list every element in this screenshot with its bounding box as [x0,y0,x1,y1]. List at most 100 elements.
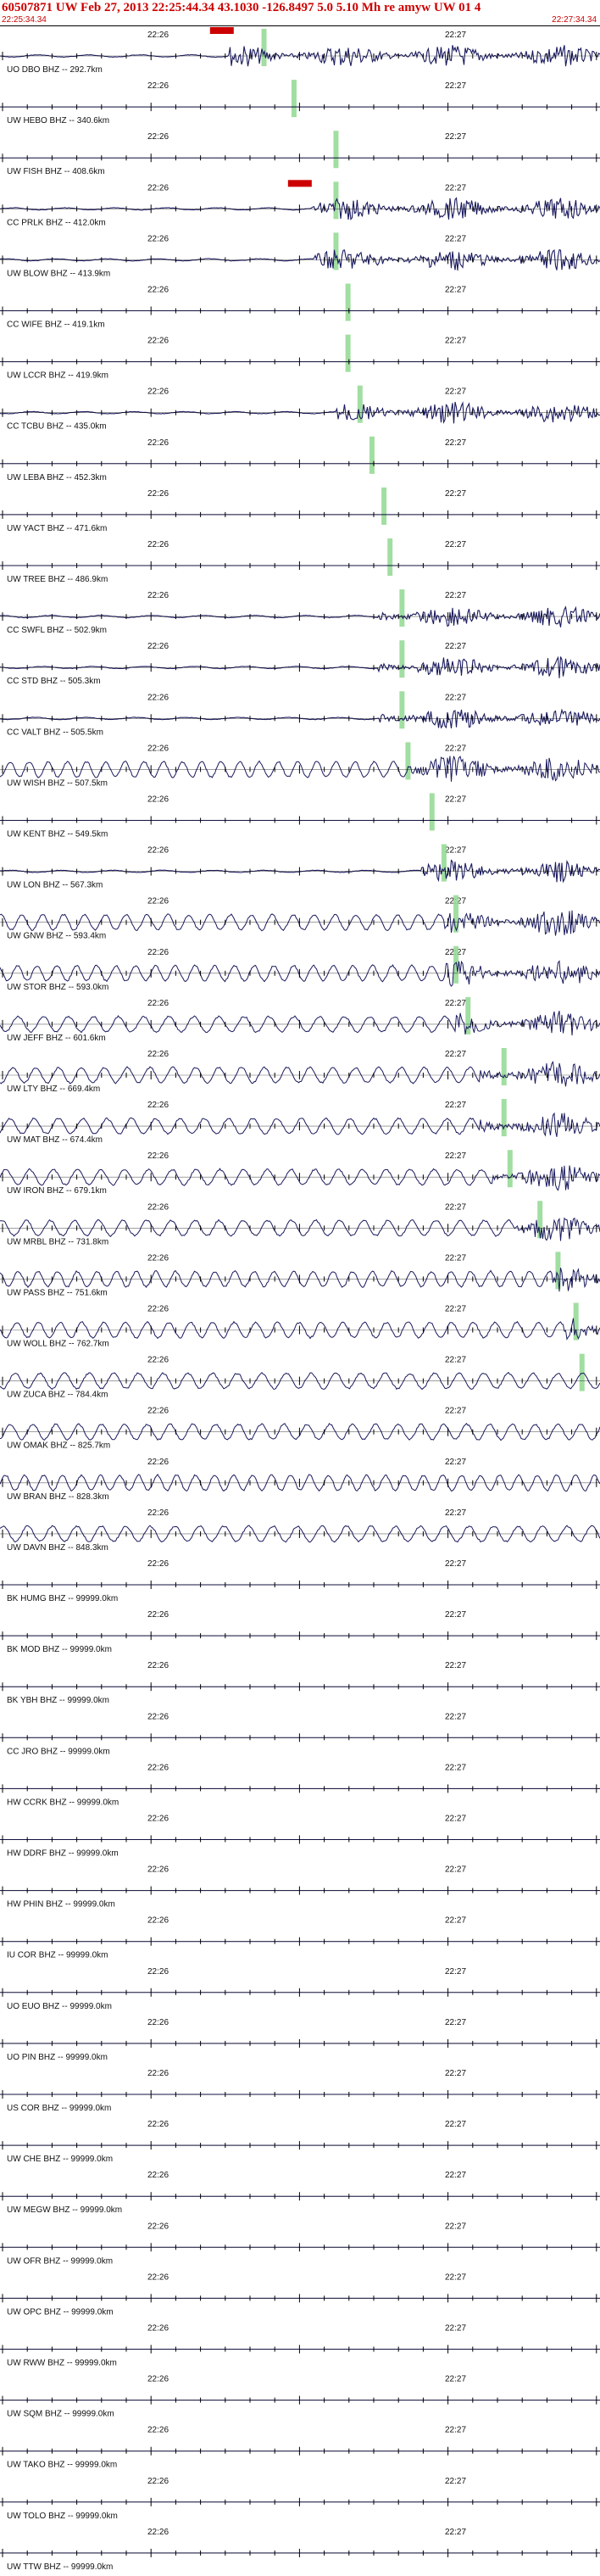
station-row: 22:26 22:27 UW ZUCA BHZ -- 784.4km [0,1353,600,1400]
time-axis [0,1427,600,1436]
station-label: HW CCRK BHZ -- 99999.0km [7,1798,119,1807]
station-label: UO EUO BHZ -- 99999.0km [7,2002,112,2011]
station-row: 22:26 22:27 UW TTW BHZ -- 99999.0km [0,2528,600,2572]
time-axis [0,2192,600,2201]
station-label: UW SQM BHZ -- 99999.0km [7,2410,114,2419]
time-tick-label: 22:26 [147,1610,169,1620]
station-row: 22:26 22:27 CC JRO BHZ -- 99999.0km [0,1712,600,1756]
station-label: UW TREE BHZ -- 486.9km [7,575,108,584]
time-tick-label: 22:26 [147,2171,169,2180]
seismic-trace [0,1318,600,1341]
time-axis [0,1631,600,1641]
station-row: 22:26 22:27 UW HEBO BHZ -- 340.6km [0,80,600,125]
station-row: 22:26 22:27 UW OMAK BHZ -- 825.7km [0,1407,600,1451]
phase-pick-marker [333,232,339,270]
station-row: 22:26 22:27 BK MOD BHZ -- 99999.0km [0,1610,600,1654]
time-tick-label: 22:26 [147,1050,169,1059]
phase-pick-marker [537,1201,543,1239]
phase-pick-marker [399,691,405,729]
station-row: 22:26 22:27 UW CHE BHZ -- 99999.0km [0,2120,600,2164]
time-axis [0,2090,600,2099]
phase-pick-marker [555,1252,561,1290]
time-tick-label: 22:27 [445,1610,466,1620]
time-axis [0,2141,600,2150]
time-tick-label: 22:26 [147,31,169,40]
time-axis [0,2345,600,2354]
time-axis [0,1581,600,1589]
station-label: UW CHE BHZ -- 99999.0km [7,2155,113,2164]
time-axis [0,408,600,417]
station-label: US COR BHZ -- 99999.0km [7,2104,111,2113]
phase-pick-marker [573,1302,579,1341]
station-label: UW IRON BHZ -- 679.1km [7,1186,107,1196]
seismic-trace [0,708,600,729]
station-row: 22:26 22:27 CC VALT BHZ -- 505.5km [0,691,600,737]
station-label: CC SWFL BHZ -- 502.9km [7,626,107,635]
start-time: 22:25:34.34 [2,15,47,25]
phase-pick-marker [261,29,267,66]
station-label: UW FISH BHZ -- 408.6km [7,167,105,176]
time-tick-label: 22:26 [147,2324,169,2333]
station-row: 22:26 22:27 UW LCCR BHZ -- 419.9km [0,334,600,381]
station-row: 22:26 22:27 UW TAKO BHZ -- 99999.0km [0,2426,600,2470]
time-tick-label: 22:26 [147,2528,169,2537]
time-tick-label: 22:26 [147,897,169,906]
station-label: BK HUMG BHZ -- 99999.0km [7,1594,118,1603]
seismic-trace [0,1010,600,1036]
time-axis [0,867,600,876]
time-axis [0,2243,600,2252]
station-row: 22:26 22:27 UW TREE BHZ -- 486.9km [0,538,600,584]
time-axis [0,255,600,265]
station-row: 22:26 22:27 BK HUMG BHZ -- 99999.0km [0,1559,600,1603]
time-tick-label: 22:27 [445,1050,466,1059]
station-label: UW KENT BHZ -- 549.5km [7,830,108,839]
time-tick-label: 22:27 [445,1253,466,1263]
time-tick-label: 22:27 [445,1967,466,1977]
station-row: 22:26 22:27 UW KENT BHZ -- 549.5km [0,793,600,839]
station-row: 22:26 22:27 UW WOLL BHZ -- 762.7km [0,1302,600,1349]
phase-pick-marker [291,80,297,118]
time-axis [0,1478,600,1487]
station-row: 22:26 22:27 HW CCRK BHZ -- 99999.0km [0,1763,600,1807]
station-row: 22:26 22:27 UW SQM BHZ -- 99999.0km [0,2375,600,2419]
time-tick-label: 22:27 [445,1407,466,1416]
phase-pick-marker [453,895,459,933]
time-axis [0,714,600,723]
time-tick-label: 22:27 [445,1815,466,1824]
phase-pick-marker [369,436,375,474]
time-axis [0,2548,600,2557]
arrival-flag [287,180,312,187]
station-row: 22:26 22:27 UW MAT BHZ -- 674.4km [0,1099,600,1145]
station-label: CC TCBU BHZ -- 435.0km [7,422,107,432]
time-tick-label: 22:26 [147,948,169,957]
time-axis [0,510,600,519]
time-tick-label: 22:27 [445,388,466,397]
phase-pick-marker [429,793,435,831]
station-row: 22:26 22:27 UO DBO BHZ -- 292.7km [0,27,600,75]
station-label: CC VALT BHZ -- 505.5km [7,728,103,737]
time-axis [0,1274,600,1284]
time-tick-label: 22:26 [147,540,169,549]
time-tick-label: 22:26 [147,1967,169,1977]
time-axis [0,357,600,366]
time-tick-label: 22:26 [147,795,169,805]
time-tick-label: 22:26 [147,693,169,702]
time-tick-label: 22:26 [147,286,169,295]
seismic-trace [0,1371,600,1391]
station-label: UW WOLL BHZ -- 762.7km [7,1340,109,1349]
station-label: UW TOLO BHZ -- 99999.0km [7,2512,118,2521]
time-tick-label: 22:26 [147,1202,169,1212]
phase-pick-marker [579,1353,585,1391]
time-tick-label: 22:26 [147,2477,169,2486]
station-label: CC JRO BHZ -- 99999.0km [7,1747,110,1756]
station-row: 22:26 22:27 CC WIFE BHZ -- 419.1km [0,283,600,330]
time-axis [0,1325,600,1335]
time-axis [0,1529,600,1538]
event-title: 60507871 UW Feb 27, 2013 22:25:44.34 43.… [2,1,481,14]
seismic-trace [0,197,600,220]
station-label: UW DAVN BHZ -- 848.3km [7,1543,108,1553]
time-tick-label: 22:26 [147,1407,169,1416]
time-tick-label: 22:26 [147,2069,169,2078]
time-tick-label: 22:27 [445,693,466,702]
station-label: HW DDRF BHZ -- 99999.0km [7,1849,119,1859]
